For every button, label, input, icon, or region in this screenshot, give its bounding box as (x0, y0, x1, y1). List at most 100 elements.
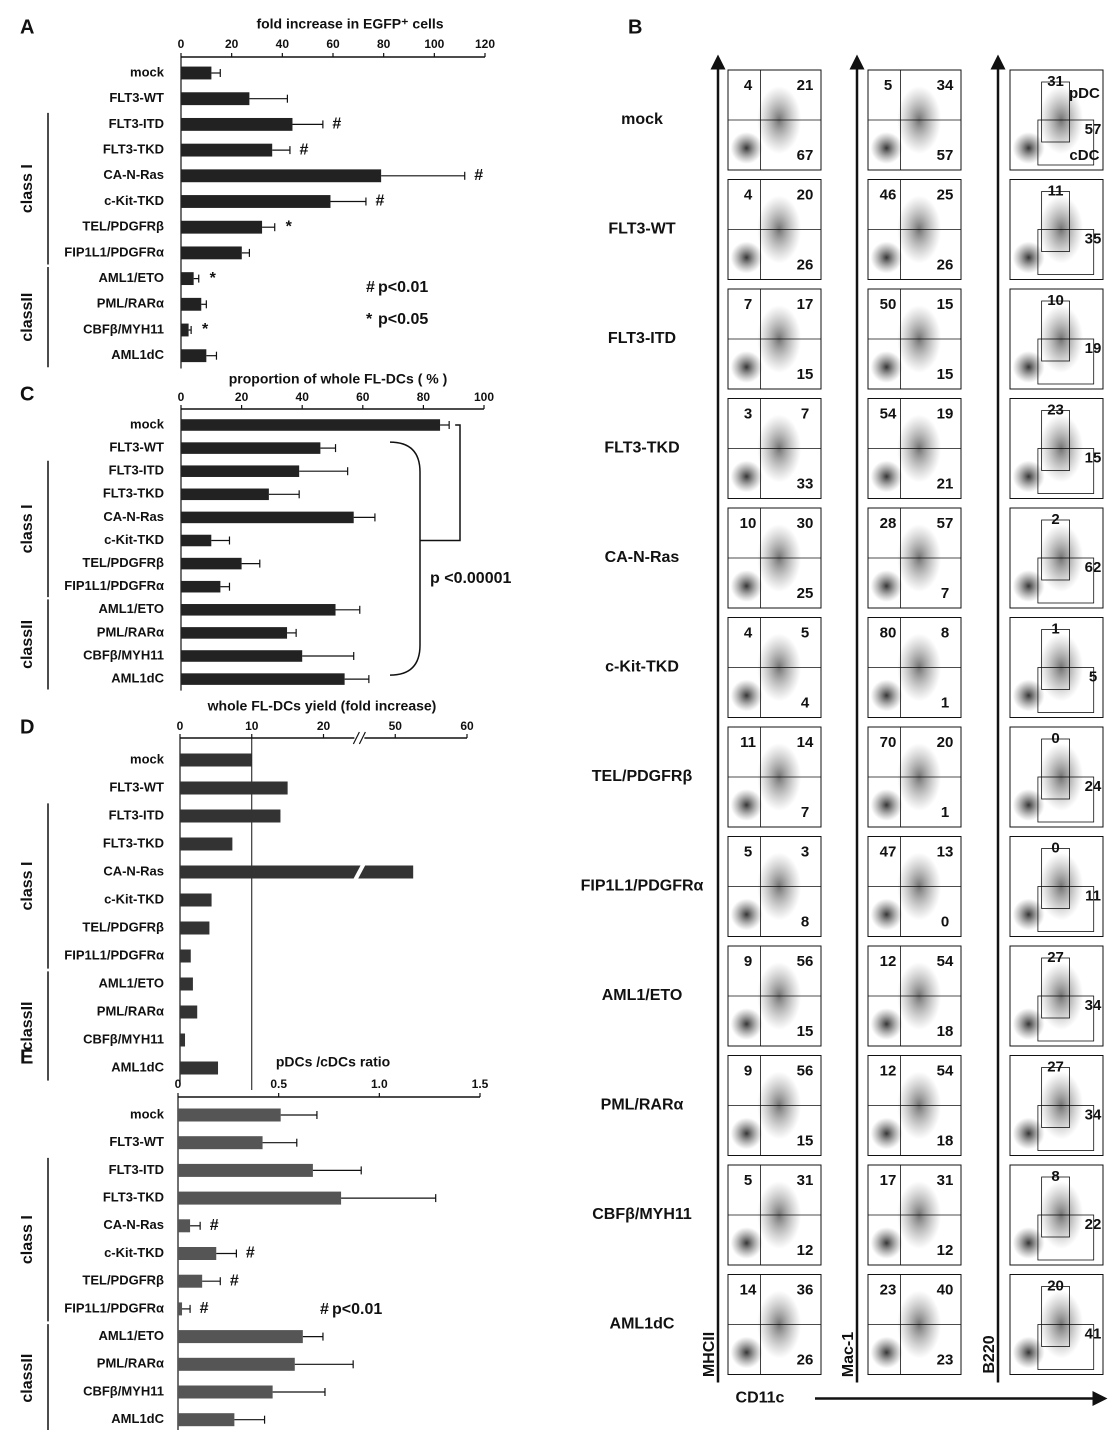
category-label: mock (130, 1106, 165, 1121)
x-tick-label: 40 (296, 390, 310, 404)
quadrant-value: 5 (744, 1172, 752, 1189)
bar (181, 627, 287, 639)
x-tick-label: 0 (177, 719, 184, 733)
dot-cloud (1013, 1118, 1045, 1150)
legend-label: p<0.05 (378, 311, 428, 328)
gate-value: 22 (1085, 1216, 1102, 1233)
quadrant-value: 5 (801, 624, 809, 641)
bar (181, 581, 220, 593)
quadrant-value: 4 (744, 186, 753, 203)
category-label: FLT3-WT (109, 779, 164, 794)
category-label: TEL/PDGFRβ (82, 219, 164, 234)
category-label: FLT3-ITD (109, 807, 164, 822)
bar (181, 246, 242, 259)
legend-symbol: # (366, 279, 375, 296)
category-label: c-Kit-TKD (104, 193, 164, 208)
dot-cloud (731, 570, 763, 602)
bar (180, 922, 209, 935)
dot-cloud (871, 132, 903, 164)
category-label: CBFβ/MYH11 (83, 1031, 164, 1046)
quadrant-value: 57 (937, 147, 954, 164)
quadrant-value: 20 (937, 734, 954, 751)
group-label: class I (19, 504, 36, 553)
row-label: PML/RARα (601, 1097, 684, 1114)
x-axis-label: CD11c (736, 1390, 785, 1407)
quadrant-value: 31 (797, 1172, 814, 1189)
x-tick-label: 1.0 (371, 1077, 388, 1091)
x-tick-label: 100 (474, 390, 494, 404)
quadrant-value: 67 (797, 147, 814, 164)
row-label: AML1dC (610, 1316, 675, 1333)
group-label: classII (19, 1354, 36, 1403)
x-tick-label: 1.5 (472, 1077, 489, 1091)
quadrant-value: 1 (941, 694, 949, 711)
quadrant-value: 11 (740, 734, 756, 751)
category-label: FLT3-WT (109, 90, 164, 105)
category-label: c-Kit-TKD (104, 532, 164, 547)
quadrant-value: 8 (801, 913, 809, 930)
panel-letter: D (20, 716, 34, 738)
bar (180, 978, 193, 991)
quadrant-value: 18 (937, 1132, 954, 1149)
gate-value: 27 (1047, 949, 1064, 966)
gate-value: 10 (1047, 292, 1064, 309)
y-axis-label: B220 (981, 1335, 998, 1373)
quadrant-value: 40 (937, 1281, 954, 1298)
x-tick-label: 60 (460, 719, 474, 733)
dot-cloud (1013, 899, 1045, 931)
quadrant-value: 30 (797, 515, 814, 532)
legend-label: p<0.01 (332, 1301, 382, 1318)
bar (181, 349, 206, 362)
group-label: class I (19, 1215, 36, 1264)
dot-cloud (1013, 789, 1045, 821)
quadrant-value: 10 (740, 515, 757, 532)
bar (180, 1034, 185, 1047)
gate-value: 27 (1047, 1058, 1064, 1075)
category-label: AML1dC (111, 347, 164, 362)
quadrant-value: 12 (797, 1242, 814, 1259)
significance-marker: # (375, 193, 384, 210)
dot-cloud (731, 1337, 763, 1369)
quadrant-value: 15 (797, 1023, 814, 1040)
quadrant-value: 12 (880, 1062, 897, 1079)
category-label: CBFβ/MYH11 (83, 647, 164, 662)
bar (181, 673, 345, 685)
quadrant-value: 47 (880, 843, 897, 860)
category-label: CA-N-Ras (103, 167, 164, 182)
dot-cloud (1013, 351, 1045, 383)
quadrant-value: 25 (937, 186, 954, 203)
bar (180, 1006, 197, 1019)
category-label: FLT3-TKD (103, 835, 164, 850)
y-axis-label: Mac-1 (840, 1332, 857, 1377)
quadrant-value: 54 (880, 405, 897, 422)
dot-cloud (871, 1008, 903, 1040)
category-label: FIP1L1/PDGFRα (64, 244, 164, 259)
x-tick-label: 20 (235, 390, 249, 404)
gate-value: 2 (1051, 511, 1059, 528)
category-label: AML1dC (111, 1411, 164, 1426)
quadrant-value: 15 (937, 296, 954, 313)
quadrant-value: 26 (797, 256, 814, 273)
bar (178, 1413, 234, 1426)
dot-cloud (1013, 680, 1045, 712)
dot-cloud (1013, 132, 1045, 164)
quadrant-value: 23 (880, 1281, 897, 1298)
gate-value: 57 (1085, 121, 1102, 138)
chart-title: pDCs /cDCs ratio (276, 1054, 390, 1070)
significance-marker: # (332, 116, 341, 133)
gate-value: 19 (1085, 340, 1102, 357)
bar (181, 650, 302, 662)
x-tick-label: 20 (225, 37, 239, 51)
x-tick-label: 60 (326, 37, 340, 51)
quadrant-value: 34 (937, 77, 954, 94)
bar (181, 604, 336, 616)
dot-cloud (1013, 1337, 1045, 1369)
bar (178, 1330, 303, 1343)
quadrant-value: 21 (797, 77, 814, 94)
gate-value: 31 (1047, 73, 1064, 90)
bar (181, 324, 189, 337)
quadrant-value: 3 (801, 843, 809, 860)
category-label: FIP1L1/PDGFRα (64, 947, 164, 962)
legend-symbol: * (366, 311, 373, 328)
bar (178, 1219, 190, 1232)
